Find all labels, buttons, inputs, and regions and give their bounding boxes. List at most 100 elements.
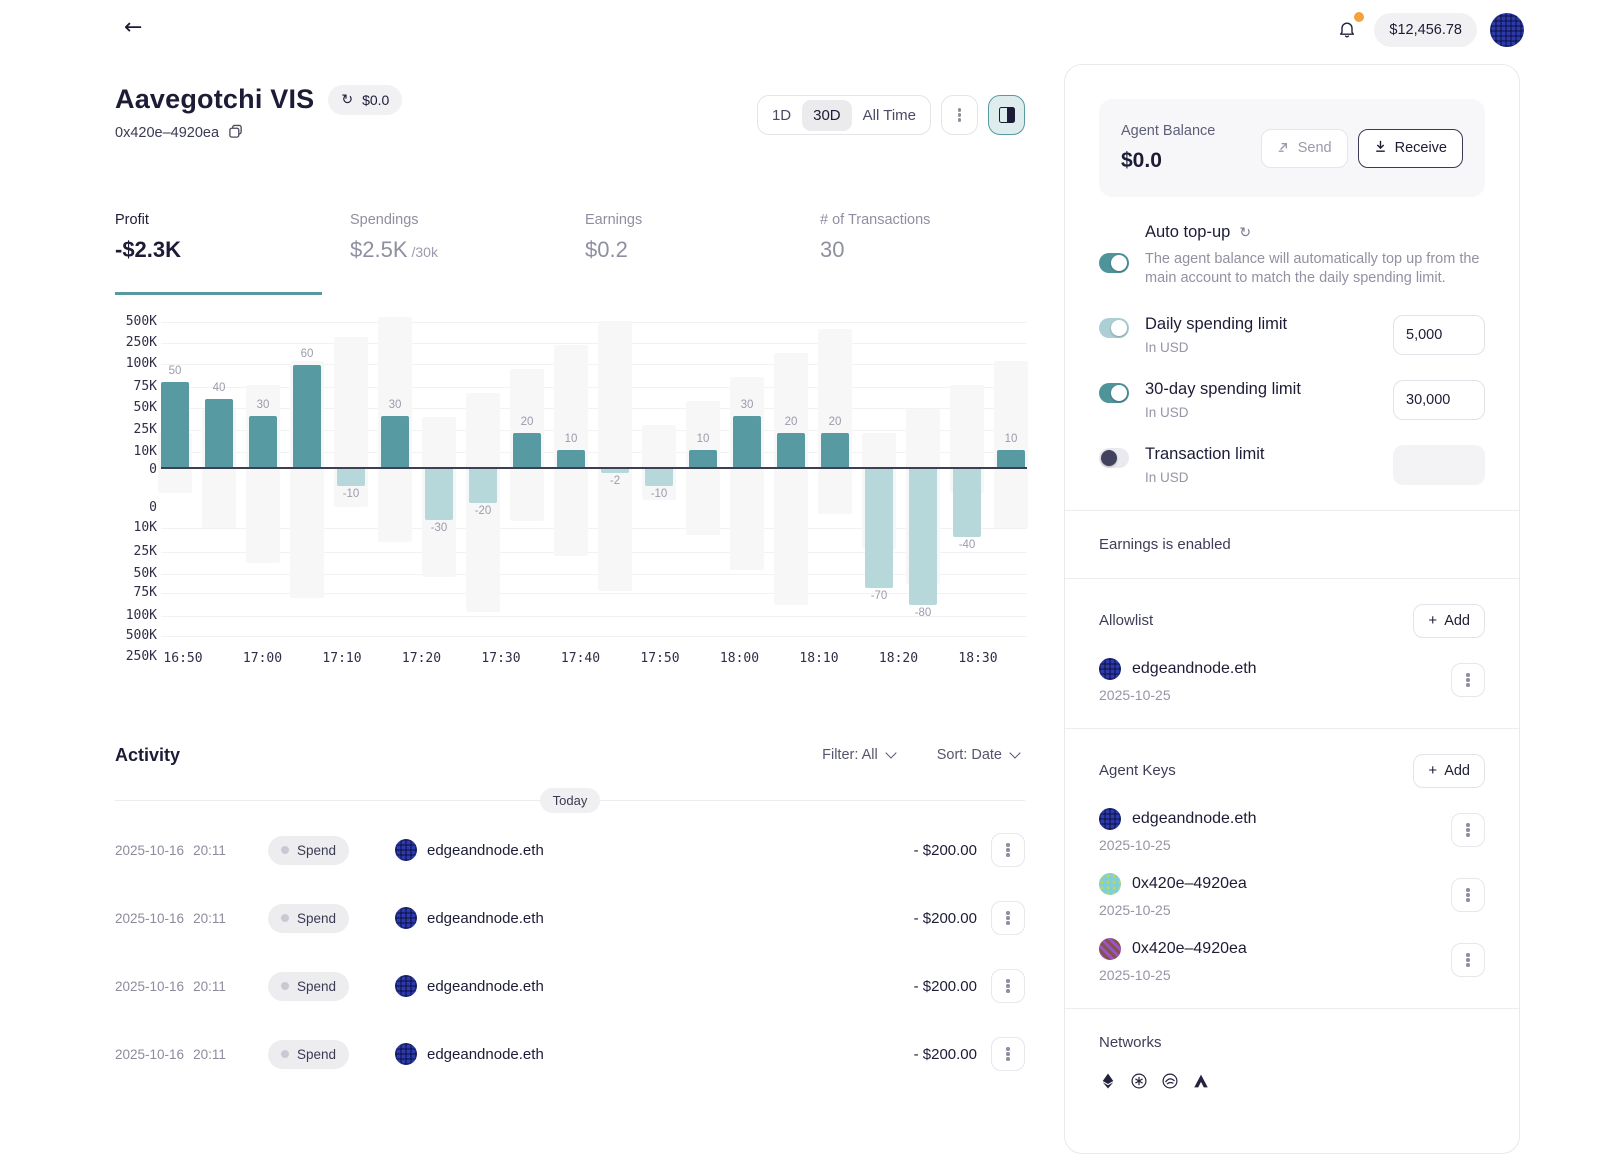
chart-bar (337, 469, 365, 486)
activity-amount: - $200.00 (913, 977, 977, 995)
circle-asterisk-icon[interactable] (1130, 1072, 1148, 1090)
back-button[interactable]: ← (118, 14, 148, 41)
balance-actions: Send Receive (1260, 128, 1463, 168)
status-dot-icon (281, 982, 289, 990)
stat-tab-1[interactable]: Profit -$2.3K (115, 212, 181, 263)
daily-spending-limit-toggle[interactable] (1099, 317, 1129, 338)
activity-amount: - $200.00 (913, 841, 977, 859)
day-divider-pill: Today (539, 787, 601, 813)
filter-dropdown[interactable]: Filter: All (816, 746, 901, 764)
chart-options-button[interactable] (941, 95, 978, 135)
agent-key-avatar (1099, 937, 1121, 960)
chart-gridline (161, 452, 1027, 453)
chart-bar-value: 20 (784, 416, 798, 428)
activity-row: 2025-10-16 20:11 Spend edgeandnode.eth - $20… (115, 816, 1025, 884)
spending-limit-label: Transaction limit (1145, 444, 1265, 463)
divider (1065, 1007, 1519, 1009)
allowlist-menu-button[interactable] (1451, 663, 1485, 698)
x-axis-tick: 18:00 (719, 651, 760, 666)
activity-row-menu-button[interactable] (991, 833, 1025, 867)
activity-counterparty: edgeandnode.eth (395, 975, 544, 997)
agent-key-menu-button[interactable] (1451, 813, 1485, 848)
chart-bar (909, 469, 937, 605)
kebab-icon (1006, 1052, 1010, 1056)
stat-value-suffix: /30k (411, 244, 438, 260)
receive-button[interactable]: Receive (1357, 128, 1463, 168)
spending-limit-row: Transaction limit In USD (1099, 444, 1485, 485)
y-axis-tick: 250K (125, 335, 157, 350)
y-axis-tick: 10K (133, 444, 157, 459)
notifications-button[interactable] (1333, 11, 1365, 46)
copy-address-button[interactable] (228, 124, 243, 142)
chart-bar (293, 365, 321, 467)
y-axis-tick: 50K (133, 566, 157, 581)
sort-dropdown[interactable]: Sort: Date (931, 746, 1025, 764)
agent-key-avatar (1099, 872, 1121, 895)
agent-value-badge[interactable]: ↻ $0.0 (328, 84, 403, 115)
networks-icons (1099, 1072, 1485, 1090)
allowlist-add-button[interactable]: + Add (1413, 603, 1485, 638)
toggle-knob (1101, 449, 1117, 466)
chart-hover-band (774, 353, 808, 605)
30-day-spending-limit-toggle[interactable] (1099, 382, 1129, 403)
profit-chart: 500K 250K 100K 75K 50K 25K 10K 0 0 10K 25K 50K 75K 10… (115, 300, 1028, 672)
agent-key-name: edgeandnode.eth (1132, 809, 1257, 827)
bell-icon (1337, 19, 1357, 42)
toggle-side-panel-button[interactable] (988, 95, 1025, 135)
agent-balance-label: Agent Balance (1121, 123, 1216, 139)
circle-swoosh-icon[interactable] (1161, 1072, 1179, 1090)
chart-bar (249, 416, 277, 467)
ethereum-icon[interactable] (1099, 1072, 1117, 1090)
stat-tab-3[interactable]: Earnings $0.2 (585, 212, 642, 263)
agent-key-menu-button[interactable] (1451, 878, 1485, 913)
activity-row-date: 2025-10-16 (115, 910, 185, 926)
activity-row-datetime: 2025-10-16 20:11 (115, 843, 268, 858)
send-button[interactable]: Send (1260, 128, 1348, 168)
back-arrow-icon: ← (124, 15, 143, 40)
networks-title: Networks (1099, 1033, 1162, 1051)
activity-rows: 2025-10-16 20:11 Spend edgeandnode.eth - $20… (115, 816, 1025, 1088)
auto-topup-toggle[interactable] (1099, 253, 1129, 273)
time-range-option-all-time[interactable]: All Time (852, 100, 927, 131)
copy-icon (228, 124, 243, 142)
avalanche-icon[interactable] (1192, 1072, 1210, 1090)
activity-row-menu-button[interactable] (991, 901, 1025, 935)
activity-row-menu-button[interactable] (991, 969, 1025, 1003)
stat-tab-4[interactable]: # of Transactions 30 (820, 212, 930, 263)
activity-row-menu-button[interactable] (991, 1037, 1025, 1071)
time-range-option-30d[interactable]: 30D (802, 99, 852, 131)
day-divider: Today (115, 786, 1025, 814)
agent-address-row: 0x420e–4920ea (115, 124, 243, 142)
activity-row-datetime: 2025-10-16 20:11 (115, 979, 268, 994)
x-axis-tick: 17:30 (481, 651, 521, 666)
chart-bar (821, 433, 849, 467)
divider (1065, 577, 1519, 579)
user-avatar[interactable] (1490, 13, 1524, 47)
transaction-limit-input[interactable] (1393, 444, 1485, 485)
agent-key-avatar (1099, 807, 1121, 830)
chart-bar (557, 450, 585, 467)
transaction-type-badge: Spend (268, 835, 350, 865)
daily-spending-limit-input[interactable] (1393, 314, 1485, 355)
kebab-icon (1006, 984, 1010, 988)
time-range-option-1d[interactable]: 1D (761, 100, 802, 131)
stat-tab-2[interactable]: Spendings $2.5K/30k (350, 212, 438, 263)
chart-bar-value: 30 (256, 399, 270, 411)
transaction-limit-toggle[interactable] (1099, 447, 1129, 468)
x-axis-tick: 17:00 (242, 651, 283, 666)
agent-key-menu-button[interactable] (1451, 943, 1485, 978)
30-day-spending-limit-input[interactable] (1393, 379, 1485, 420)
chart-bar (997, 450, 1025, 467)
account-balance-pill[interactable]: $12,456.78 (1374, 13, 1477, 47)
chart-bar (469, 469, 497, 503)
auto-topup-section: Auto top-up ↻ The agent balance will aut… (1099, 223, 1485, 289)
agent-keys-add-button[interactable]: + Add (1413, 753, 1485, 788)
status-dot-icon (281, 1050, 289, 1058)
chart-bar-value: 30 (740, 399, 754, 411)
send-icon (1277, 140, 1290, 157)
agent-keys-title: Agent Keys (1099, 762, 1176, 780)
status-dot-icon (281, 914, 289, 922)
allowlist-avatar (1099, 657, 1121, 680)
chart-bar-value: 30 (388, 399, 402, 411)
